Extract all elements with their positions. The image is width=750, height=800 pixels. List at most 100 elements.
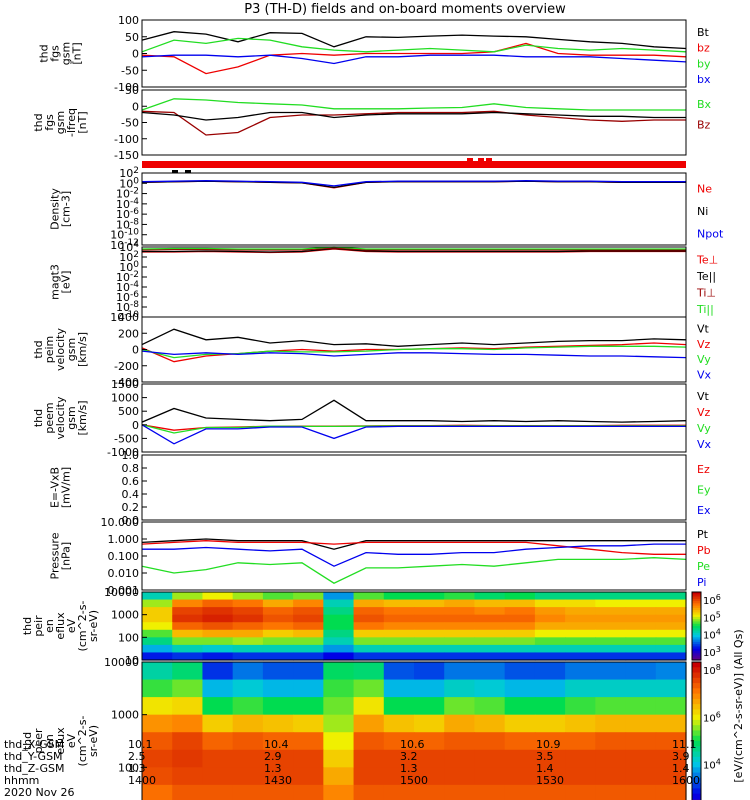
heatmap-cell: [293, 614, 324, 623]
heatmap-cell: [444, 749, 476, 768]
heatmap-cell: [444, 784, 476, 800]
heatmap-cell: [474, 679, 506, 698]
series-line-by: [141, 37, 687, 53]
heatmap-cell: [625, 622, 657, 631]
series-line-Vx: [141, 350, 687, 359]
colorbar-cell: [692, 612, 701, 616]
heatmap-cell: [172, 732, 204, 751]
heatmap-cell: [534, 637, 566, 646]
heatmap-cell: [504, 644, 536, 654]
colorbar-cell: [692, 667, 701, 674]
colorbar-cell: [692, 672, 701, 679]
state-bar-marker: [486, 158, 492, 167]
heatmap-cell: [595, 679, 627, 698]
heatmap-cell: [353, 607, 385, 616]
heatmap-cell: [504, 784, 536, 800]
heatmap-cell: [172, 607, 204, 616]
series-line-Pb: [141, 540, 686, 555]
heatmap-cell: [172, 622, 204, 631]
heatmap-cell: [232, 652, 264, 661]
time-axis-labels: thd_X-GSM 10.1 10.4 10.6 10.9 11.1 thd_Y-GSM 2.…: [4, 738, 700, 787]
heatmap-cell: [504, 592, 536, 601]
heatmap-cell: [293, 732, 324, 751]
heatmap-cell: [444, 697, 476, 716]
series-line-Pt: [141, 538, 686, 550]
y-tick-label: -50: [121, 117, 139, 130]
heatmap-cell: [383, 697, 415, 716]
panel-peim_velocity: 400 200 0 -200 -400 thdpeimvelocitygsm[km/s] V…: [32, 311, 712, 389]
colorbar-cell: [692, 626, 701, 629]
colorbar-cell: [692, 698, 701, 705]
legend-Vx: Vx: [697, 368, 712, 381]
heatmap-cell: [142, 629, 173, 638]
xaxis-value: 1.3: [264, 762, 282, 775]
heatmap-cell: [142, 599, 173, 608]
y-tick-label: 0.001: [108, 584, 140, 597]
heatmap-cell: [625, 629, 657, 638]
panel-ylabel: magt3[eV]: [49, 264, 73, 300]
heatmap-cell: [142, 637, 173, 646]
heatmap-cell: [595, 767, 627, 786]
colorbar-tick-label: 108: [703, 663, 721, 677]
y-tick-label: 10.000: [101, 516, 140, 529]
series-line-Ni: [141, 180, 686, 189]
panel-ylabel: Density[cm-3]: [49, 188, 73, 230]
y-tick-label: -100: [114, 133, 139, 146]
heatmap-cell: [353, 599, 385, 608]
state-bar-fill: [142, 161, 686, 168]
y-tick-label: 100: [118, 14, 139, 27]
colorbar-cell: [692, 601, 701, 604]
colorbar-cell: [692, 616, 701, 620]
heatmap-cell: [323, 599, 355, 608]
heatmap-cell: [565, 637, 596, 646]
heatmap-cell: [232, 629, 264, 638]
heatmap-cell: [474, 599, 506, 608]
xaxis-value: 10.1: [128, 738, 153, 751]
colorbar-tick-label: 104: [703, 758, 721, 772]
heatmap-cell: [474, 662, 506, 681]
heatmap-cell: [504, 697, 536, 716]
colorbars: 106105104103108106104102[eV/(cm^2-s-sr-e…: [691, 591, 745, 800]
xaxis-value: 11.1: [672, 738, 697, 751]
heatmap-cell: [142, 662, 173, 681]
heatmap-cell: [262, 614, 294, 623]
heatmap-cell: [353, 749, 385, 768]
heatmap-cell: [262, 622, 294, 631]
xaxis-value: 1.3: [128, 762, 146, 775]
heatmap-cell: [323, 592, 355, 601]
heatmap-cell: [625, 614, 657, 623]
heatmap-cell: [383, 652, 415, 661]
colorbar-cell: [692, 653, 701, 657]
heatmap-cell: [534, 607, 566, 616]
colorbar-cell: [692, 777, 701, 784]
heatmap-cell: [323, 714, 355, 733]
heatmap-cell: [232, 714, 264, 733]
heatmap-cell: [202, 599, 234, 608]
colorbar-frame: [691, 591, 702, 661]
heatmap-cell: [262, 652, 294, 661]
heatmap-cell: [504, 749, 536, 768]
heatmap-cell: [323, 622, 355, 631]
colorbar-cell: [692, 605, 701, 609]
heatmap-cell: [172, 784, 204, 800]
heatmap-cell: [474, 732, 506, 751]
legend-Te||: Te||: [696, 270, 716, 283]
series-line-Ti||: [141, 246, 686, 250]
heatmap-cell: [414, 592, 445, 601]
colorbar-cell: [692, 610, 701, 613]
heatmap-cell: [444, 644, 476, 654]
heatmap-cell: [414, 629, 445, 638]
heatmap-cell: [293, 629, 324, 638]
heatmap-cell: [142, 652, 173, 661]
heatmap-cell: [172, 592, 204, 601]
state-bar-tick: [172, 170, 178, 173]
series-line-Pi: [142, 543, 686, 567]
legend-Ti⊥: Ti⊥: [696, 286, 716, 299]
heatmap-cell: [232, 697, 264, 716]
heatmap-cell: [625, 732, 657, 751]
heatmap-cell: [262, 697, 294, 716]
colorbar-cell: [692, 741, 701, 747]
y-tick-label: 100: [118, 761, 139, 774]
heatmap-cell: [565, 607, 596, 616]
xaxis-value: 1.3: [400, 762, 418, 775]
